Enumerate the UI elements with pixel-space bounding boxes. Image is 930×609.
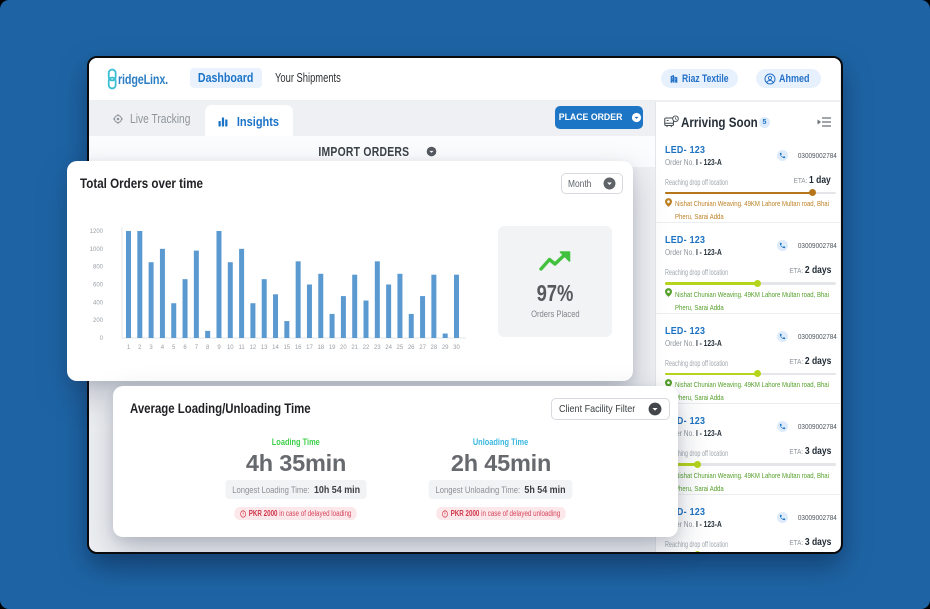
svg-text:11: 11 bbox=[238, 345, 245, 351]
svg-text:21: 21 bbox=[351, 345, 358, 351]
svg-text:15: 15 bbox=[283, 345, 290, 351]
svg-text:22: 22 bbox=[363, 345, 370, 351]
svg-text:25: 25 bbox=[397, 345, 404, 351]
svg-text:17: 17 bbox=[306, 345, 313, 351]
svg-text:5: 5 bbox=[172, 345, 176, 351]
svg-text:14: 14 bbox=[272, 345, 279, 351]
svg-text:1000: 1000 bbox=[90, 247, 104, 253]
svg-text:28: 28 bbox=[431, 345, 438, 351]
svg-text:12: 12 bbox=[250, 345, 257, 351]
svg-text:1200: 1200 bbox=[90, 229, 104, 235]
svg-text:26: 26 bbox=[408, 345, 415, 351]
svg-text:400: 400 bbox=[93, 300, 104, 306]
svg-text:16: 16 bbox=[295, 345, 302, 351]
svg-text:2: 2 bbox=[138, 345, 142, 351]
svg-text:29: 29 bbox=[442, 345, 449, 351]
svg-text:4: 4 bbox=[161, 345, 165, 351]
svg-text:200: 200 bbox=[93, 318, 104, 324]
svg-text:0: 0 bbox=[100, 336, 104, 342]
svg-text:19: 19 bbox=[329, 345, 336, 351]
svg-text:7: 7 bbox=[195, 345, 199, 351]
svg-text:3: 3 bbox=[149, 345, 153, 351]
svg-text:10: 10 bbox=[227, 345, 234, 351]
svg-text:23: 23 bbox=[374, 345, 381, 351]
svg-text:8: 8 bbox=[206, 345, 210, 351]
svg-text:800: 800 bbox=[93, 265, 104, 271]
svg-text:27: 27 bbox=[419, 345, 426, 351]
svg-text:6: 6 bbox=[183, 345, 187, 351]
svg-text:20: 20 bbox=[340, 345, 347, 351]
svg-text:30: 30 bbox=[453, 345, 460, 351]
svg-text:13: 13 bbox=[261, 345, 268, 351]
svg-text:600: 600 bbox=[93, 283, 104, 289]
svg-text:18: 18 bbox=[317, 345, 324, 351]
svg-text:24: 24 bbox=[385, 345, 392, 351]
svg-text:1: 1 bbox=[127, 345, 131, 351]
svg-text:9: 9 bbox=[217, 345, 221, 351]
